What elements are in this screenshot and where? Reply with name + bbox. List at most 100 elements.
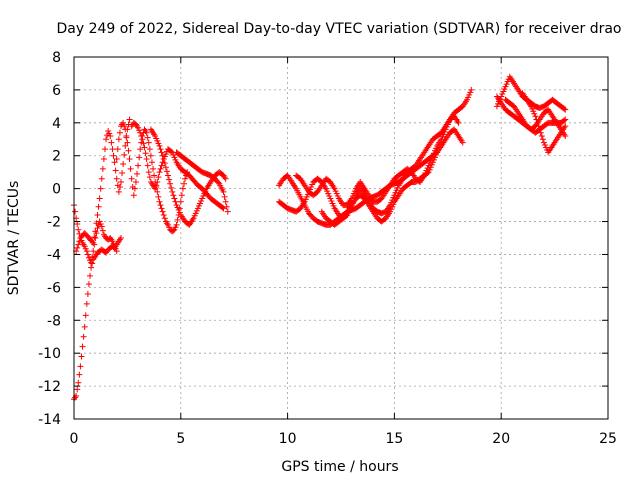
data-point bbox=[77, 363, 84, 370]
data-point bbox=[170, 192, 177, 199]
data-point bbox=[80, 333, 87, 340]
data-point bbox=[160, 156, 167, 163]
data-point bbox=[156, 198, 163, 205]
data-point bbox=[168, 148, 175, 155]
data-point bbox=[99, 227, 106, 234]
data-point bbox=[468, 86, 475, 93]
data-point bbox=[156, 142, 163, 149]
y-tick-label: -14 bbox=[38, 412, 61, 428]
data-point bbox=[89, 253, 96, 260]
data-point bbox=[139, 136, 146, 143]
data-point bbox=[163, 168, 170, 175]
data-point bbox=[215, 179, 222, 186]
x-tick-label: 5 bbox=[176, 431, 185, 447]
data-point bbox=[83, 300, 90, 307]
data-point bbox=[103, 136, 110, 143]
axis-ticks: 0 5 10 15 20 25 -14 -12 -10 -8 -6 -4 -2 0 2 4 6 8 bbox=[38, 50, 617, 447]
data-point bbox=[130, 192, 137, 199]
x-tick-label: 0 bbox=[70, 431, 79, 447]
data-point bbox=[174, 216, 181, 223]
data-point bbox=[561, 117, 568, 124]
data-point bbox=[155, 193, 162, 200]
data-point bbox=[164, 172, 171, 179]
data-point bbox=[158, 205, 165, 212]
data-point bbox=[159, 208, 166, 215]
y-tick-label: -8 bbox=[47, 313, 61, 329]
data-point bbox=[74, 244, 81, 251]
data-point bbox=[95, 203, 102, 210]
x-tick-label: 10 bbox=[279, 431, 297, 447]
data-point bbox=[168, 184, 175, 191]
data-point bbox=[117, 179, 124, 186]
data-point bbox=[152, 185, 159, 192]
x-axis-label: GPS time / hours bbox=[281, 459, 398, 475]
data-point bbox=[90, 239, 97, 246]
data-point bbox=[161, 160, 168, 167]
data-point bbox=[532, 113, 539, 120]
data-point bbox=[132, 179, 139, 186]
y-tick-label: 8 bbox=[52, 50, 61, 66]
data-point bbox=[98, 223, 105, 230]
data-point bbox=[182, 175, 189, 182]
data-point bbox=[113, 248, 120, 255]
data-point bbox=[158, 162, 165, 169]
data-point bbox=[536, 126, 543, 133]
data-point bbox=[178, 192, 185, 199]
y-tick-label: -12 bbox=[38, 379, 61, 395]
data-point bbox=[155, 174, 162, 181]
y-tick-label: 6 bbox=[52, 83, 61, 99]
data-point bbox=[94, 211, 101, 218]
data-point bbox=[539, 136, 546, 143]
data-point bbox=[562, 123, 569, 130]
data-point bbox=[78, 353, 85, 360]
data-point bbox=[119, 170, 126, 177]
data-point bbox=[122, 142, 129, 149]
data-point bbox=[98, 175, 105, 182]
data-point bbox=[170, 227, 177, 234]
data-point bbox=[219, 204, 226, 211]
data-point bbox=[157, 165, 164, 172]
data-point bbox=[135, 162, 142, 169]
data-point bbox=[72, 208, 79, 215]
data-point bbox=[131, 185, 138, 192]
data-point bbox=[120, 160, 127, 167]
data-point bbox=[124, 139, 131, 146]
data-point bbox=[120, 119, 127, 126]
y-tick-label: -2 bbox=[47, 215, 61, 231]
data-point bbox=[76, 238, 83, 245]
data-point bbox=[177, 198, 184, 205]
y-tick-label: -10 bbox=[38, 346, 61, 362]
data-point bbox=[161, 215, 168, 222]
data-point bbox=[144, 134, 151, 141]
x-tick-label: 15 bbox=[385, 431, 403, 447]
data-point bbox=[136, 154, 143, 161]
data-point bbox=[534, 119, 541, 126]
data-point bbox=[122, 126, 129, 133]
data-point bbox=[115, 188, 122, 195]
data-point bbox=[89, 238, 96, 245]
data-series bbox=[318, 126, 466, 228]
data-point bbox=[156, 169, 163, 176]
data-point bbox=[145, 139, 152, 146]
data-point bbox=[143, 156, 150, 163]
data-point bbox=[123, 132, 130, 139]
data-point bbox=[146, 174, 153, 181]
data-series bbox=[173, 149, 231, 215]
data-point bbox=[455, 119, 462, 126]
data-point bbox=[88, 259, 95, 266]
data-point bbox=[87, 272, 94, 279]
data-point bbox=[166, 176, 173, 183]
data-point bbox=[137, 129, 144, 136]
data-point bbox=[146, 146, 153, 153]
data-point bbox=[79, 343, 86, 350]
data-point bbox=[142, 150, 149, 157]
data-point bbox=[75, 241, 82, 248]
data-point bbox=[224, 208, 231, 215]
data-series bbox=[293, 86, 475, 209]
data-point bbox=[92, 228, 99, 235]
plot-frame bbox=[73, 56, 609, 420]
data-point bbox=[91, 234, 98, 241]
data-point bbox=[533, 116, 540, 123]
data-point bbox=[157, 146, 164, 153]
